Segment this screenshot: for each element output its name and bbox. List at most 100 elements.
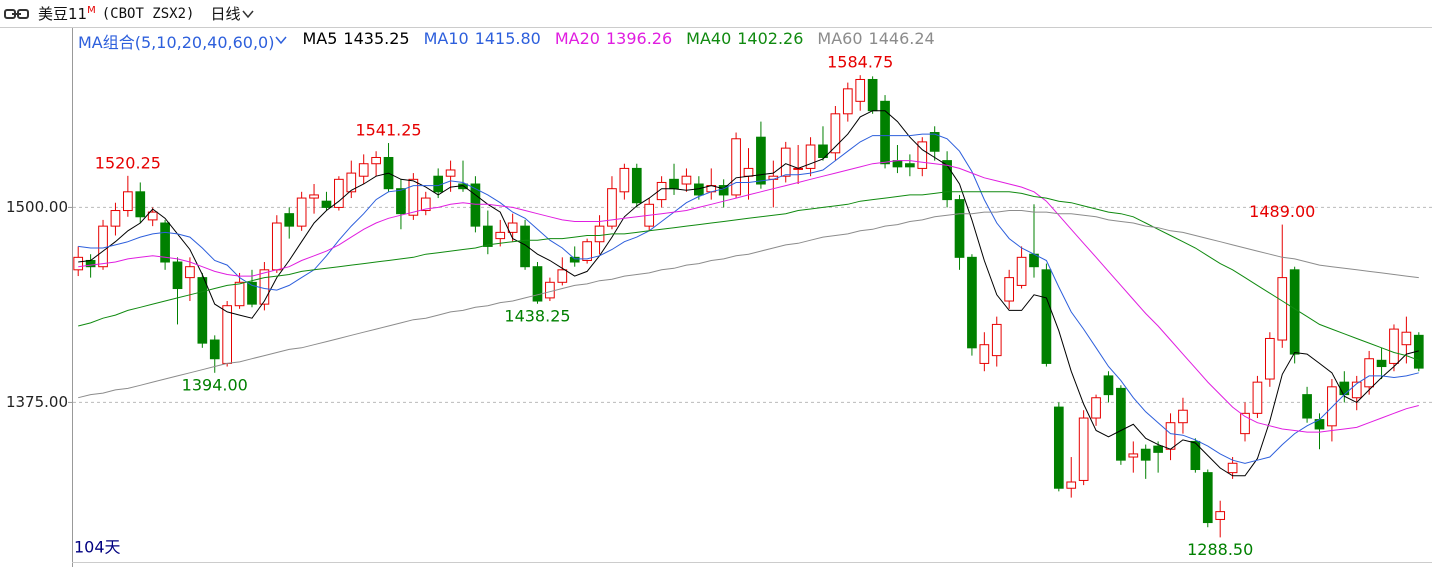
candle-body [1103,375,1114,396]
legend-name: MA60 [817,29,863,48]
ma-line [78,191,1419,361]
candle-body [1178,409,1188,424]
candle-body [358,163,369,177]
candle-body [110,210,121,227]
candle-body [1327,386,1337,427]
symbol-sup: M [87,5,96,16]
symbol-text: 美豆11 [38,5,88,23]
high-label: 1584.75 [827,53,893,72]
candle-body [1339,381,1350,396]
candle-body [631,167,642,204]
high-label: 1520.25 [95,153,161,172]
candle-body [520,225,530,268]
legend-item: MA40 1402.26 [686,29,803,53]
candle-body [818,144,828,158]
candle-body [892,160,903,168]
candle-body [408,178,419,216]
legend-value: 1396.26 [605,29,673,48]
candle-body [259,269,270,305]
candle-body [396,188,406,215]
candle-body [743,167,754,177]
candle-body [1190,440,1201,471]
candle-body [123,191,133,212]
ma-line [78,110,1419,477]
candle-body [905,163,915,168]
symbol: 美豆11M [38,3,96,24]
ma-line [78,160,1419,433]
candle-body [656,181,667,201]
candle-body [160,222,170,263]
candle-body [470,183,481,227]
legend-value: 1415.80 [474,29,541,48]
chevron[interactable] [274,29,288,49]
legend-item: MA5 1435.25 [302,29,409,53]
candle-body [73,256,84,271]
ma-line [78,133,1419,464]
candle-body [445,169,456,177]
candle-body [1078,417,1089,481]
candle-body [532,266,543,302]
candle-body [1153,445,1163,453]
candle-body [1240,412,1250,435]
candle-body [420,197,431,212]
period-selector[interactable]: 日线 [210,5,241,23]
candle-body [855,78,866,102]
candle-body [296,197,307,227]
candle-body [209,339,220,360]
candle-body [967,256,977,349]
candle-body [98,225,108,268]
candle-body [1252,381,1263,414]
candle-body [842,88,853,115]
legend-name: MA5 [302,29,338,48]
candle-body [619,167,630,193]
candle-body [979,344,990,364]
candle-body [1302,394,1312,419]
candle-body [222,305,233,364]
candle-body [1140,448,1151,461]
candle-body [197,277,208,344]
link-icon [4,8,29,19]
candle-body [1215,511,1226,520]
candle-body [545,281,555,299]
legend-name: MA10 [423,29,469,48]
legend-value: 1402.26 [737,29,804,48]
candle-body [582,241,592,261]
candle-body [284,213,295,227]
candle-body [172,261,183,290]
candle-body [681,175,692,185]
candle-body [1364,358,1374,388]
candle-body [929,132,940,152]
candle-body [669,178,679,190]
candle-body [482,225,493,247]
ma-legend-title[interactable]: MA组合(5,10,20,40,60,0) [78,33,275,52]
ma-line [78,210,1419,399]
candle-body [1389,328,1399,364]
low-label: 1438.25 [504,306,570,325]
candle-body [147,211,158,221]
candle-body [234,281,245,307]
candle-body [917,141,928,169]
candle-body [334,178,344,208]
candle-body [557,269,568,283]
candle-body [942,160,952,201]
candle-body [569,256,580,263]
candle-body [880,100,890,165]
candle-body [1116,387,1126,461]
candle-body [805,144,816,169]
candle-body [371,156,381,165]
legend-name: MA20 [554,29,600,48]
candle-body [991,323,1002,357]
ma-legend: MA组合(5,10,20,40,60,0) MA5 1435.25 MA10 1415… [78,29,935,53]
chevron[interactable] [242,9,255,19]
low-label: 1394.00 [182,375,248,394]
legend-value: 1446.24 [868,29,935,48]
candle-body [1289,269,1300,355]
candle-body [1066,481,1077,489]
candle-body [954,199,965,258]
symbol-code: (CBOT ZSX2) [101,5,195,22]
high-label: 1489.00 [1249,202,1315,221]
candle-body [1277,277,1288,341]
candle-body [607,188,617,227]
